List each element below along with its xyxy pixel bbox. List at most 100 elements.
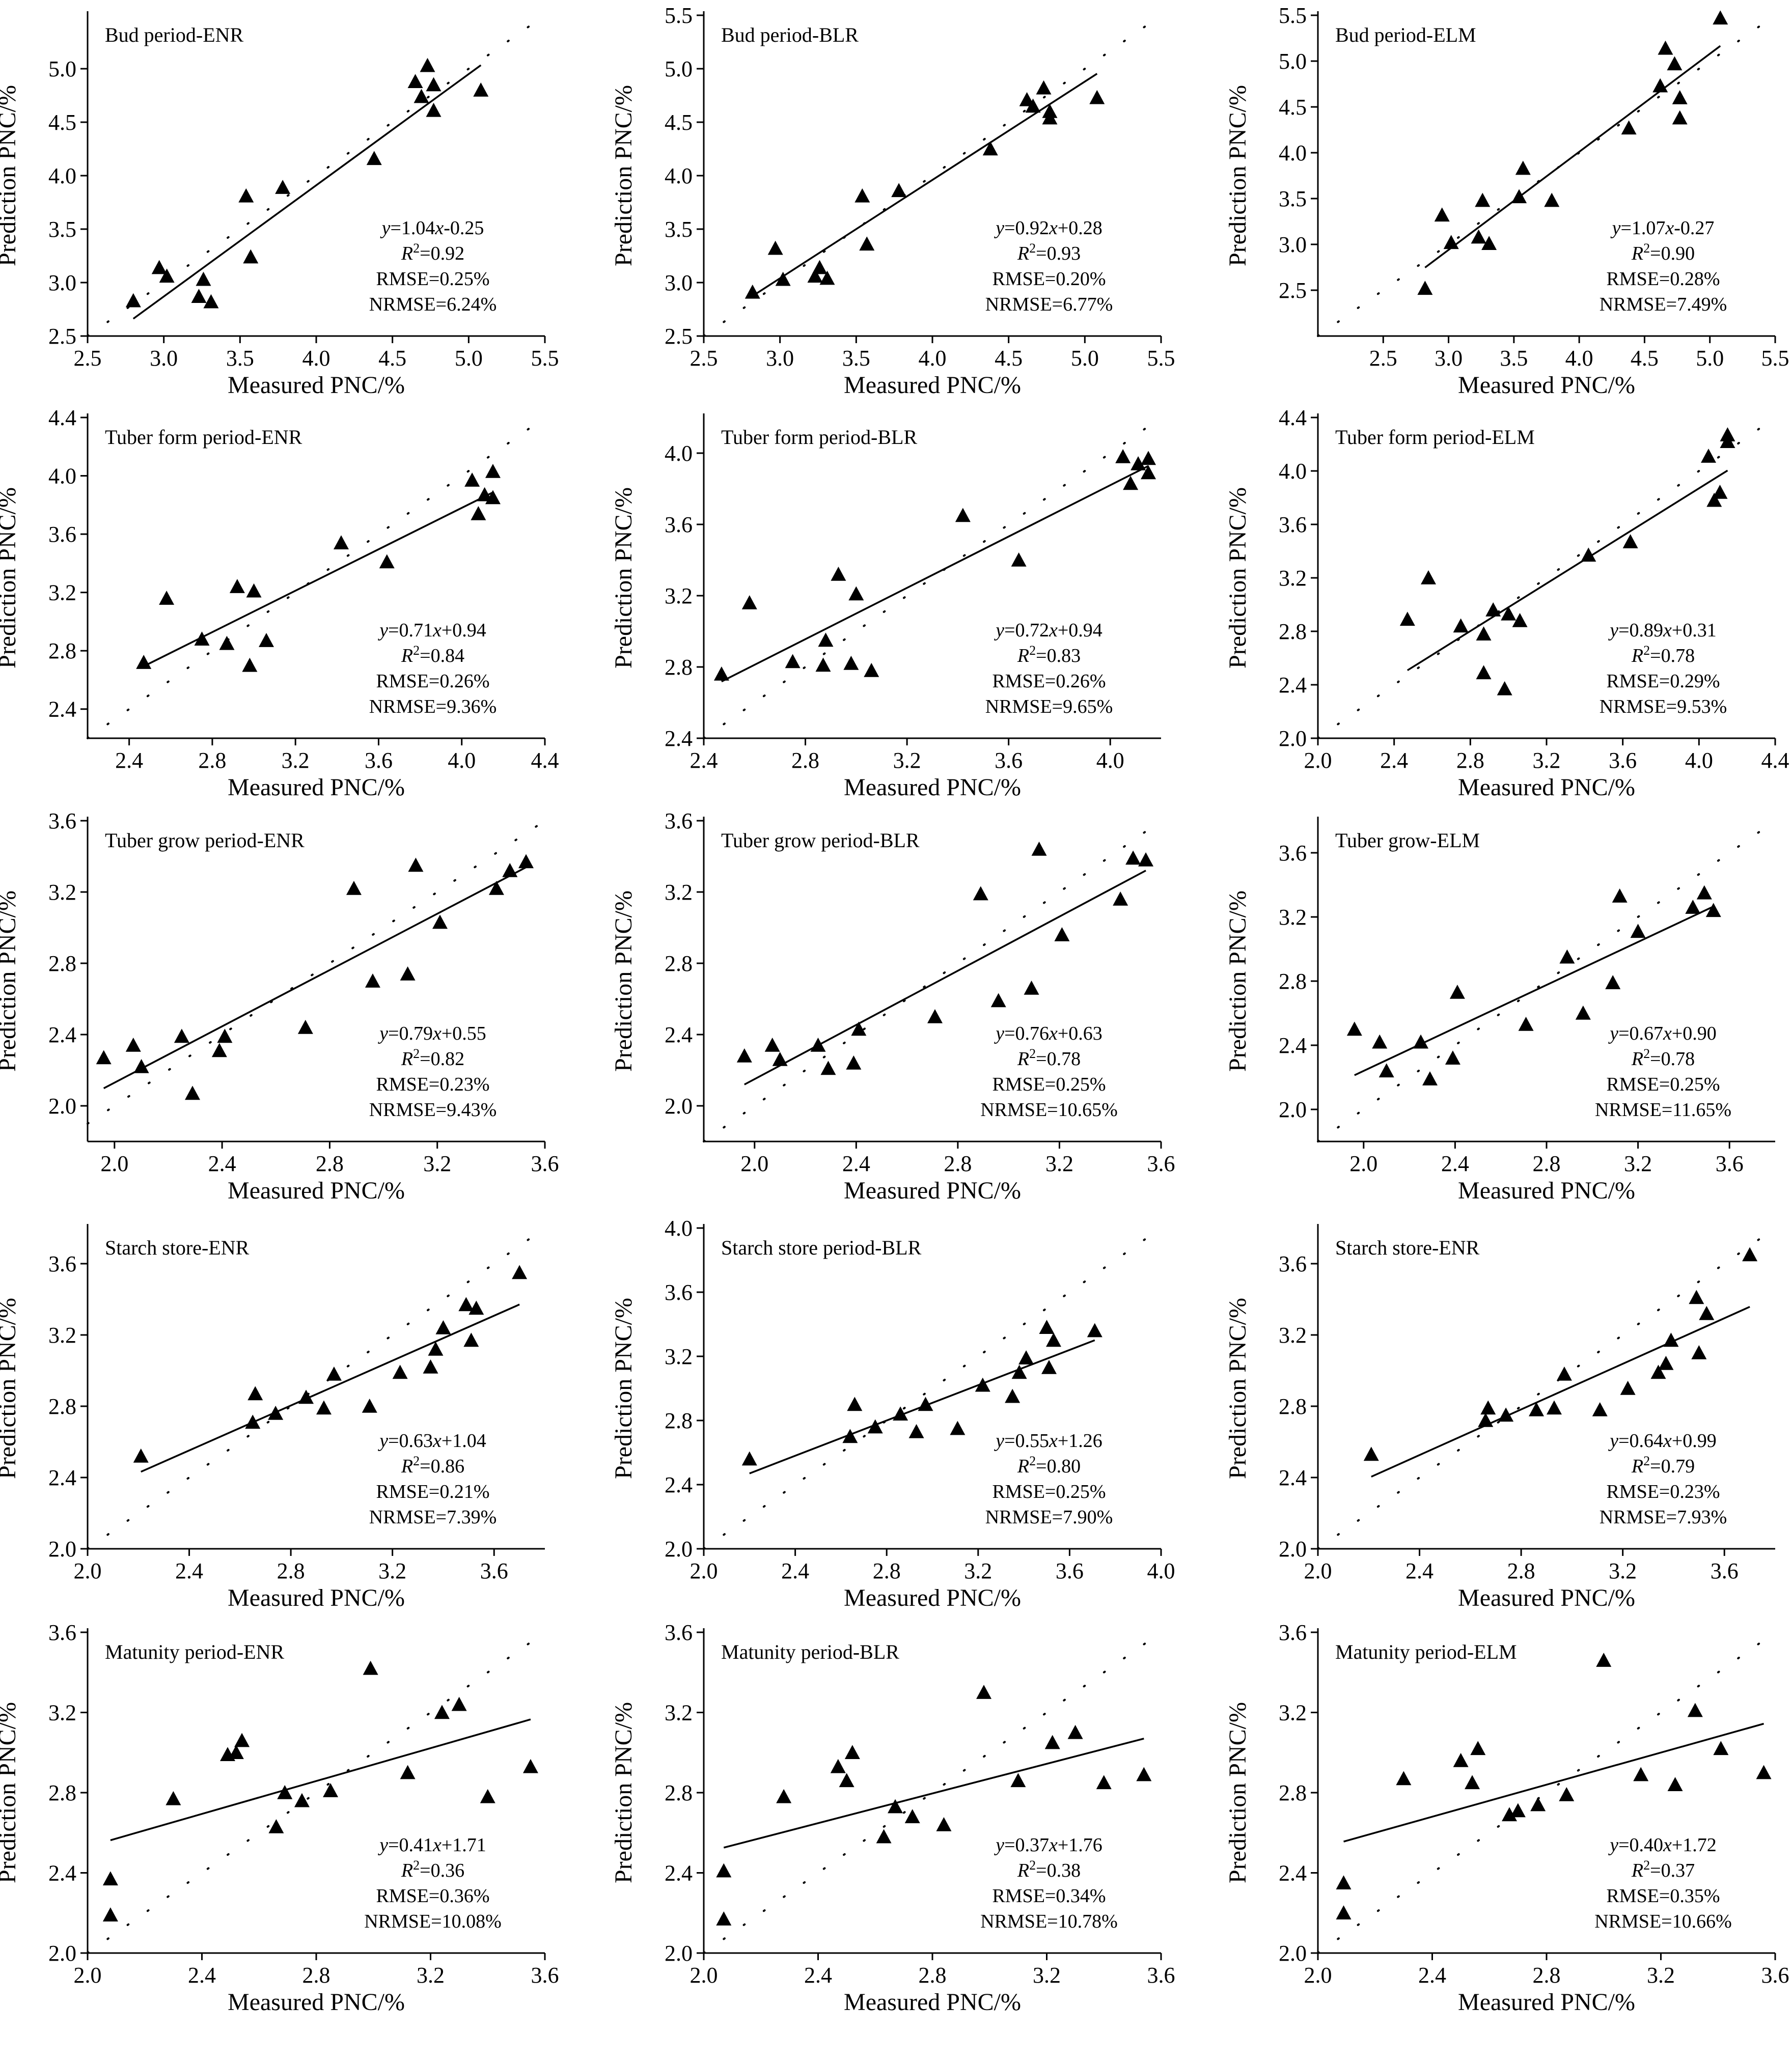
x-tick-label: 5.0 bbox=[1071, 346, 1099, 371]
data-point bbox=[1518, 1017, 1534, 1031]
data-point bbox=[1372, 1034, 1388, 1049]
x-tick-label: 2.4 bbox=[1441, 1151, 1469, 1176]
y-tick-label: 2.4 bbox=[665, 726, 693, 751]
chart-panel: 2.0 2.4 2.8 3.2 3.6 2.0 2.4 2.8 3.2 3.6 Measured P… bbox=[0, 809, 559, 1204]
data-point bbox=[1054, 927, 1070, 941]
x-tick-label: 3.6 bbox=[995, 748, 1023, 773]
data-point bbox=[333, 535, 349, 550]
data-point bbox=[1136, 1767, 1152, 1781]
data-point bbox=[1449, 985, 1465, 999]
rmse-label: RMSE=0.28% bbox=[1606, 268, 1720, 290]
panel-title: Starch store period-BLR bbox=[721, 1236, 922, 1259]
x-tick-label: 3.2 bbox=[378, 1558, 406, 1583]
data-point bbox=[1445, 1050, 1460, 1065]
data-point bbox=[426, 102, 442, 117]
data-point bbox=[1502, 1807, 1518, 1822]
panel-title: Matunity period-BLR bbox=[721, 1640, 899, 1663]
data-point bbox=[136, 655, 152, 669]
y-tick-label: 5.5 bbox=[1279, 3, 1307, 28]
y-tick-label: 2.8 bbox=[48, 638, 76, 663]
x-tick-label: 3.6 bbox=[1761, 1963, 1789, 1988]
data-point bbox=[159, 268, 175, 283]
x-tick-label: 2.8 bbox=[791, 748, 819, 773]
x-tick-label: 3.2 bbox=[423, 1151, 451, 1176]
data-point bbox=[1005, 1388, 1021, 1403]
y-tick-label: 3.0 bbox=[1279, 232, 1307, 257]
data-point bbox=[365, 973, 380, 988]
y-tick-label: 4.4 bbox=[48, 405, 76, 430]
data-point bbox=[297, 1020, 313, 1034]
panel-title: Bud period-ENR bbox=[105, 23, 244, 46]
data-point bbox=[242, 657, 258, 672]
x-tick-label: 3.6 bbox=[365, 748, 393, 773]
x-tick-label: 3.6 bbox=[1716, 1151, 1744, 1176]
data-point bbox=[96, 1050, 112, 1065]
data-point bbox=[1011, 552, 1027, 567]
data-point bbox=[298, 1389, 314, 1404]
data-point bbox=[818, 632, 834, 647]
y-axis-title: Prediction PNC/% bbox=[1224, 1702, 1251, 1883]
x-axis-title: Measured PNC/% bbox=[844, 774, 1021, 801]
nrmse-label: NRMSE=10.66% bbox=[1594, 1911, 1732, 1932]
y-tick-label: 2.4 bbox=[665, 1022, 693, 1047]
data-point bbox=[1633, 1767, 1649, 1781]
rmse-label: RMSE=0.21% bbox=[376, 1481, 489, 1502]
data-point bbox=[891, 183, 907, 198]
data-point bbox=[1422, 1071, 1438, 1085]
y-tick-label: 2.8 bbox=[665, 951, 693, 976]
data-point bbox=[1115, 449, 1131, 463]
equation-label: y=0.72x+0.94 bbox=[994, 620, 1102, 641]
rmse-label: RMSE=0.25% bbox=[992, 1481, 1106, 1502]
y-tick-label: 2.4 bbox=[48, 1465, 76, 1490]
x-tick-label: 4.0 bbox=[1565, 346, 1593, 371]
y-tick-label: 3.2 bbox=[48, 1323, 76, 1348]
fit-line bbox=[103, 866, 527, 1090]
x-tick-label: 3.2 bbox=[964, 1558, 992, 1583]
equation-label: y=0.71x+0.94 bbox=[377, 620, 486, 641]
nrmse-label: NRMSE=9.65% bbox=[985, 696, 1113, 717]
data-point bbox=[716, 1863, 732, 1878]
rmse-label: RMSE=0.35% bbox=[1606, 1885, 1720, 1907]
data-point bbox=[1041, 1360, 1057, 1374]
rmse-label: RMSE=0.34% bbox=[992, 1885, 1106, 1907]
data-point bbox=[477, 487, 492, 501]
data-point bbox=[785, 654, 801, 668]
data-point bbox=[1530, 1797, 1546, 1812]
y-tick-label: 2.0 bbox=[665, 1537, 693, 1562]
reference-line-1to1 bbox=[703, 820, 1162, 1143]
x-tick-label: 2.0 bbox=[690, 1963, 718, 1988]
data-point bbox=[1089, 90, 1105, 104]
data-point bbox=[1713, 10, 1728, 25]
y-tick-label: 2.0 bbox=[48, 1537, 76, 1562]
y-tick-label: 3.2 bbox=[665, 880, 693, 905]
fit-line bbox=[721, 465, 1149, 683]
data-point bbox=[1465, 1775, 1480, 1790]
data-point bbox=[366, 151, 382, 165]
x-tick-label: 2.8 bbox=[1456, 748, 1484, 773]
y-tick-label: 3.6 bbox=[1279, 841, 1307, 866]
y-tick-label: 3.6 bbox=[1279, 512, 1307, 537]
x-tick-label: 2.5 bbox=[74, 346, 102, 371]
data-point bbox=[831, 567, 846, 581]
x-tick-label: 3.2 bbox=[1045, 1151, 1073, 1176]
data-point bbox=[982, 141, 998, 156]
data-point bbox=[275, 180, 291, 194]
chart-panel: 2.5 3.0 3.5 4.0 4.5 5.0 5.5 2.5 3.0 3.5 4.0 4.5 5.0 5… bbox=[610, 3, 1175, 399]
data-point bbox=[1620, 1381, 1636, 1395]
data-point bbox=[1044, 1735, 1060, 1749]
data-point bbox=[434, 1705, 450, 1719]
data-point bbox=[502, 863, 518, 877]
data-point bbox=[379, 554, 395, 569]
y-tick-label: 2.8 bbox=[48, 1394, 76, 1419]
y-tick-label: 4.0 bbox=[665, 1216, 693, 1241]
data-point bbox=[413, 89, 429, 103]
x-tick-label: 3.6 bbox=[1147, 1151, 1175, 1176]
data-point bbox=[1396, 1771, 1412, 1786]
data-point bbox=[174, 1028, 189, 1043]
data-point bbox=[203, 294, 219, 309]
data-point bbox=[1443, 235, 1459, 249]
x-tick-label: 2.8 bbox=[316, 1151, 344, 1176]
x-tick-label: 3.5 bbox=[226, 346, 254, 371]
data-point bbox=[464, 472, 480, 487]
data-point bbox=[1596, 1653, 1612, 1667]
